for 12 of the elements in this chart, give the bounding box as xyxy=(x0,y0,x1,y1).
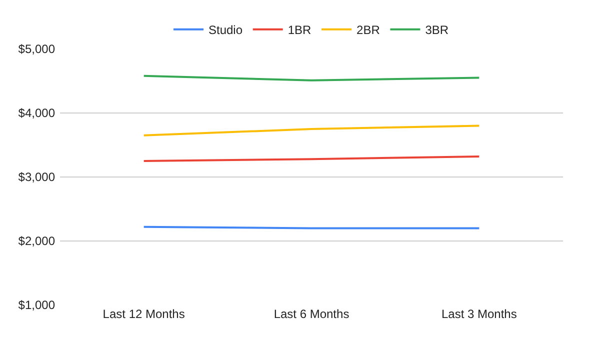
x-tick-label: Last 6 Months xyxy=(274,307,350,321)
y-tick-label: $1,000 xyxy=(18,298,56,312)
y-tick-label: $5,000 xyxy=(18,42,56,56)
x-tick-label: Last 12 Months xyxy=(102,307,185,321)
y-tick-label: $3,000 xyxy=(18,170,56,184)
legend-label: Studio xyxy=(208,23,243,38)
y-tick-label: $4,000 xyxy=(18,106,56,120)
x-tick-label: Last 3 Months xyxy=(441,307,517,321)
legend-label: 3BR xyxy=(425,23,449,38)
legend-label: 2BR xyxy=(356,23,380,38)
y-tick-label: $2,000 xyxy=(18,234,56,248)
legend-label: 1BR xyxy=(288,23,312,38)
